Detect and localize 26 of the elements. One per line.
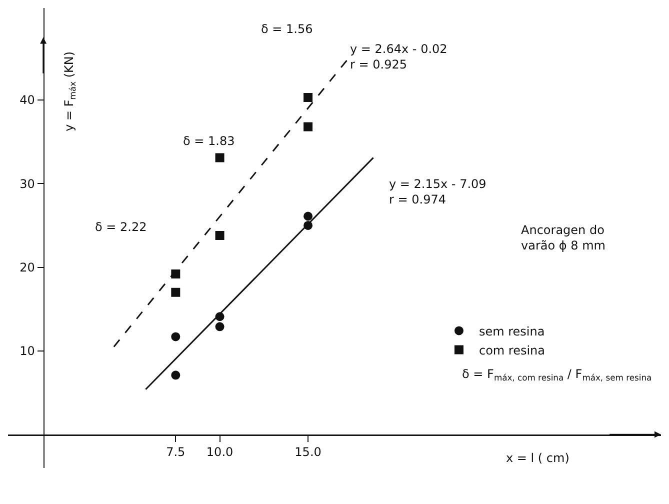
annotation: y = 2.15x - 7.09 r = 0.974 [389,177,486,207]
annotation: δ = 1.56 [261,22,313,36]
x-axis-title: x = l ( cm) [506,451,570,465]
annotation: δ = 1.83 [183,134,235,148]
y-tick-label: 30 [20,176,35,191]
annotation: y = 2.64x - 0.02 r = 0.925 [350,42,448,72]
point [215,230,224,240]
y-tick-label: 40 [20,93,35,108]
annotation: δ = F$_{máx, com resina}$ / F$_{máx, sem resina}$ [462,367,652,383]
point [304,212,313,221]
point [171,288,180,297]
point [171,332,180,342]
y-tick-label: 20 [20,260,35,274]
legend-label: com resina [478,343,546,358]
point [215,153,224,162]
point [171,370,180,380]
legend-label: sem resina [478,324,545,338]
y-tick-label: 10 [20,344,35,358]
annotation: δ = 2.22 [95,220,147,234]
point [304,92,313,102]
point [304,122,313,132]
annotation: Ancoragen do varão ϕ 8 mm [521,223,606,253]
point [215,322,224,332]
x-tick-label: 10.0 [206,445,234,460]
x-tick-label: 7.5 [166,445,186,460]
x-tick-label: 15.0 [294,445,322,460]
